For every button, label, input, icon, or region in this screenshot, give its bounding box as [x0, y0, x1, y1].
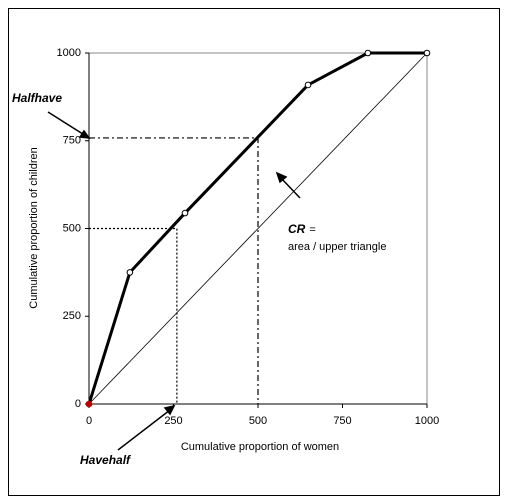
point — [85, 400, 93, 408]
arrows — [47, 111, 301, 451]
annotation: Havehalf — [80, 453, 131, 467]
point — [181, 209, 189, 217]
arrow — [280, 177, 301, 199]
diagonal — [88, 52, 428, 405]
line — [87, 51, 427, 405]
y-tick-label: 500 — [63, 222, 81, 234]
arrow-head — [163, 404, 176, 416]
frame — [8, 8, 500, 496]
point — [126, 269, 134, 276]
x-tick-label: 1000 — [415, 415, 439, 427]
x-tick-label: 0 — [86, 415, 92, 427]
x-axis-label: Cumulative proportion of women — [181, 441, 339, 453]
annotation: CR — [288, 222, 306, 236]
x-tick-label: 500 — [249, 415, 267, 427]
point — [364, 49, 372, 57]
arrow — [117, 409, 171, 451]
annotation: area / upper triangle — [288, 241, 386, 253]
annotation: CR = — [288, 222, 316, 236]
x-tick-label: 750 — [333, 415, 351, 427]
y-tick-label: 0 — [75, 398, 81, 410]
arrow — [47, 111, 87, 137]
point — [423, 49, 431, 57]
arrow-head — [78, 129, 91, 139]
y-tick-label: 1000 — [57, 47, 81, 59]
annotation: = — [309, 224, 315, 236]
y-tick-label: 750 — [63, 135, 81, 147]
arrow-head — [275, 171, 288, 184]
guide-line — [89, 227, 178, 404]
x-tick-label: 250 — [164, 415, 182, 427]
y-axis-label: Cumulative proportion of children — [28, 147, 40, 308]
annotation: Halfhave — [12, 91, 62, 105]
y-tick-label: 250 — [63, 310, 81, 322]
point — [304, 81, 312, 89]
